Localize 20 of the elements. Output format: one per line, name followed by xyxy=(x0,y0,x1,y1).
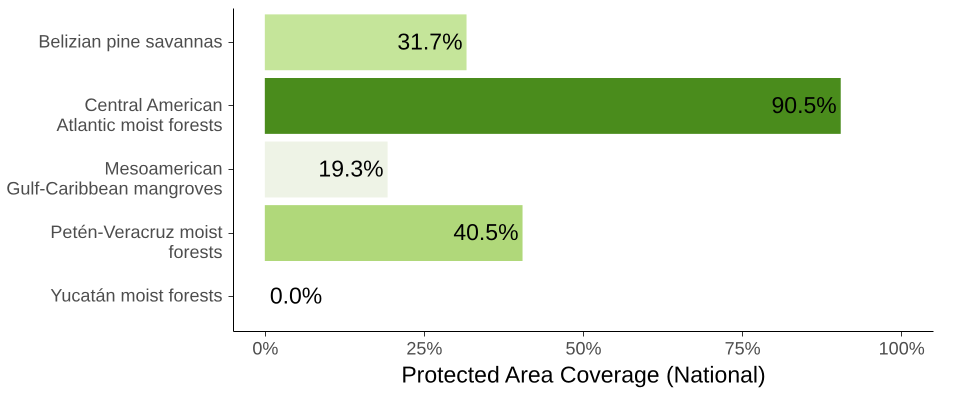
bar xyxy=(264,142,388,198)
x-tick-label: 0% xyxy=(252,338,278,358)
bar xyxy=(264,14,467,70)
y-tick-label: Belizian pine savannas xyxy=(38,31,222,52)
y-tick-label: Central American Atlantic moist forests xyxy=(56,94,222,135)
x-tick-label: 100% xyxy=(878,338,925,358)
bar xyxy=(264,78,841,134)
bar xyxy=(264,205,523,262)
data-label: 31.7% xyxy=(397,28,463,54)
x-axis-title: Protected Area Coverage (National) xyxy=(401,362,766,388)
x-tick-label: 25% xyxy=(406,338,442,358)
y-tick-label: Mesoamerican Gulf-Caribbean mangroves xyxy=(6,158,222,198)
y-tick-label: Petén-Veracruz moist forests xyxy=(50,222,222,262)
x-tick-label: 50% xyxy=(565,338,602,358)
x-tick-label: 75% xyxy=(724,338,761,358)
data-label: 19.3% xyxy=(318,156,384,182)
data-label: 0.0% xyxy=(270,282,322,309)
data-label: 40.5% xyxy=(453,219,519,246)
y-tick-label: Yucatán moist forests xyxy=(50,286,222,306)
data-label: 90.5% xyxy=(772,92,837,118)
